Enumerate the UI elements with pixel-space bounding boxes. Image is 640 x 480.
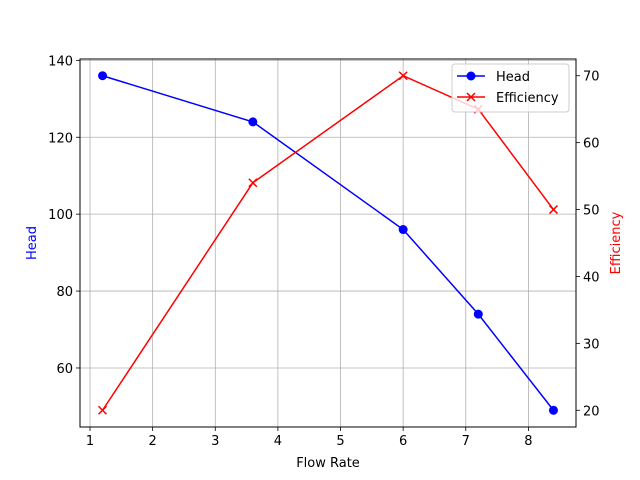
x-marker-icon <box>98 405 108 415</box>
efficiency-line <box>101 74 555 411</box>
y-tick-label: 140 <box>48 54 73 69</box>
x-tick-label: 8 <box>524 434 532 449</box>
y-tick-label: 120 <box>48 131 73 146</box>
x-tick-label: 7 <box>462 434 470 449</box>
circle-marker-icon <box>473 309 483 319</box>
x-axis-label: Flow Rate <box>296 456 360 471</box>
x-marker-icon <box>398 71 408 81</box>
series-head <box>98 71 558 415</box>
y2-tick-label: 60 <box>583 137 600 152</box>
legend: Head Efficiency <box>451 63 570 113</box>
x-tick-label: 3 <box>211 434 219 449</box>
series-efficiency <box>98 71 558 415</box>
circle-marker-icon <box>398 225 408 235</box>
y2-tick-label: 40 <box>583 270 600 285</box>
x-tick-label: 2 <box>149 434 157 449</box>
legend-label-head: Head <box>496 70 530 85</box>
y-axis-left-label: Head <box>25 226 40 260</box>
circle-marker-icon <box>548 405 558 415</box>
y-axis-right: 20 30 40 50 60 70 <box>576 70 600 419</box>
head-line <box>102 75 555 411</box>
y-tick-label: 100 <box>48 208 73 223</box>
x-tick-label: 5 <box>336 434 344 449</box>
legend-label-efficiency: Efficiency <box>496 91 559 106</box>
y2-tick-label: 50 <box>583 204 600 219</box>
grid-lines <box>80 59 576 427</box>
circle-marker-icon <box>466 71 476 81</box>
circle-marker-icon <box>248 117 258 127</box>
circle-marker-icon <box>98 71 108 81</box>
y-axis-right-label: Efficiency <box>609 211 624 274</box>
x-marker-icon <box>548 205 558 215</box>
x-tick-label: 1 <box>86 434 94 449</box>
x-marker-icon <box>466 92 476 102</box>
x-tick-label: 4 <box>274 434 282 449</box>
legend-item-efficiency: Efficiency <box>457 91 559 106</box>
x-tick-label: 6 <box>399 434 407 449</box>
y-axis-left: 60 80 100 120 140 <box>48 54 80 377</box>
plot-frame <box>79 58 577 428</box>
y2-tick-label: 20 <box>583 404 600 419</box>
x-marker-icon <box>248 178 258 188</box>
y-tick-label: 60 <box>56 362 73 377</box>
legend-item-head: Head <box>457 70 530 85</box>
x-axis: 1 2 3 4 5 6 7 8 <box>86 427 533 449</box>
y2-tick-label: 30 <box>583 337 600 352</box>
y2-tick-label: 70 <box>583 70 600 85</box>
y-tick-label: 80 <box>56 285 73 300</box>
